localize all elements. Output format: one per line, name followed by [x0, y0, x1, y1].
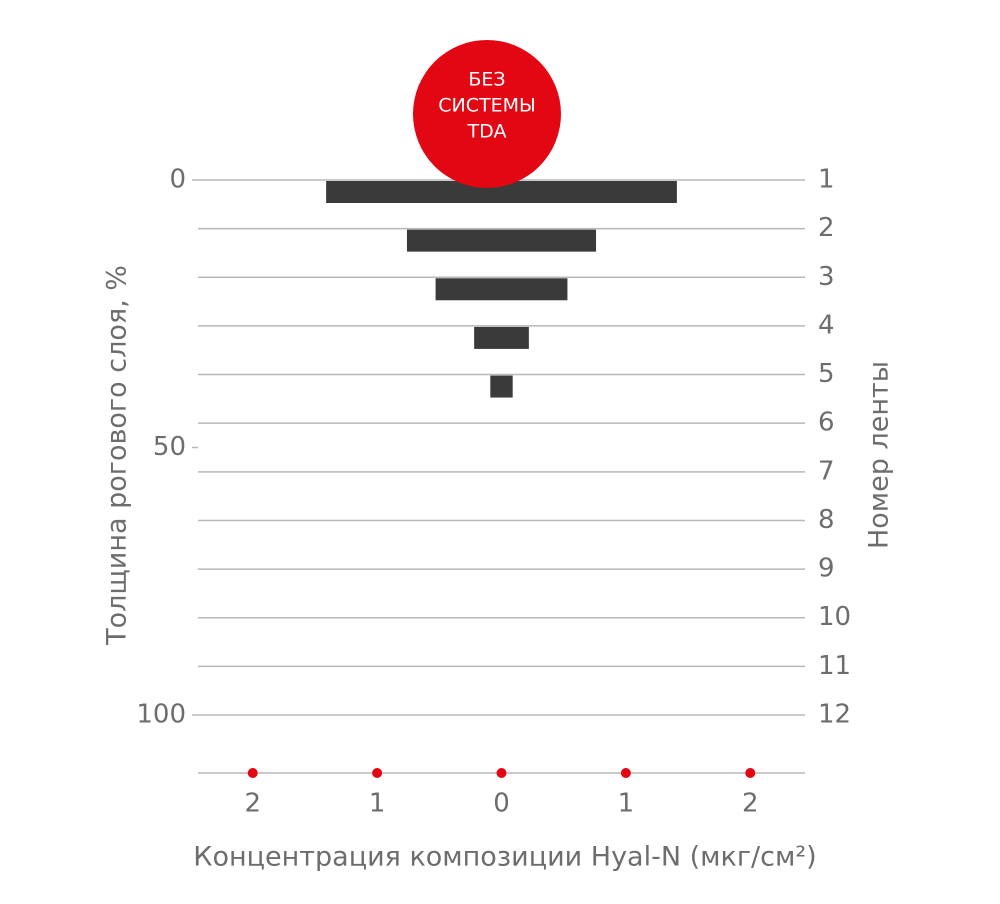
bar — [490, 375, 513, 398]
x-tick — [496, 768, 507, 778]
y2-tick-label: 1 — [818, 165, 835, 195]
x-tick — [372, 768, 383, 778]
y-tick-label: 100 — [136, 700, 186, 730]
y2-tick-label: 11 — [818, 651, 851, 681]
y2-tick-label: 4 — [818, 310, 835, 340]
y2-tick-label: 6 — [818, 408, 835, 438]
annotation-bubble — [413, 40, 561, 188]
y2-axis-title: Номер ленты — [864, 361, 895, 549]
x-tick — [745, 768, 756, 778]
x-tick-label: 1 — [369, 789, 386, 819]
annotation-text: TDA — [467, 121, 507, 143]
bar — [474, 326, 529, 349]
x-tick-label: 2 — [244, 789, 261, 819]
x-tick — [247, 768, 258, 778]
annotation-text: БЕЗ — [468, 69, 505, 91]
y-tick-label: 50 — [153, 432, 186, 462]
y2-tick-label: 12 — [818, 700, 851, 730]
y2-tick-label: 8 — [818, 505, 835, 535]
annotation-text: СИСТЕМЫ — [438, 95, 536, 117]
bar — [435, 278, 568, 301]
bar — [326, 181, 677, 203]
y2-tick-label: 3 — [818, 262, 835, 292]
y2-tick-label: 10 — [818, 602, 851, 632]
x-tick — [620, 768, 631, 778]
y2-tick-label: 2 — [818, 213, 835, 243]
x-axis-title: Концентрация композиции Hyal-N (мкг/см²) — [193, 842, 816, 873]
bar — [406, 229, 597, 252]
y-axis-title: Толщина рогового слоя, % — [102, 265, 133, 646]
y2-tick-label: 9 — [818, 554, 835, 584]
x-tick-label: 2 — [742, 789, 759, 819]
x-tick-label: 1 — [618, 789, 635, 819]
x-tick-label: 0 — [493, 789, 510, 819]
y2-tick-label: 7 — [818, 456, 835, 486]
y-tick-label: 0 — [169, 165, 186, 195]
y2-tick-label: 5 — [818, 359, 835, 389]
